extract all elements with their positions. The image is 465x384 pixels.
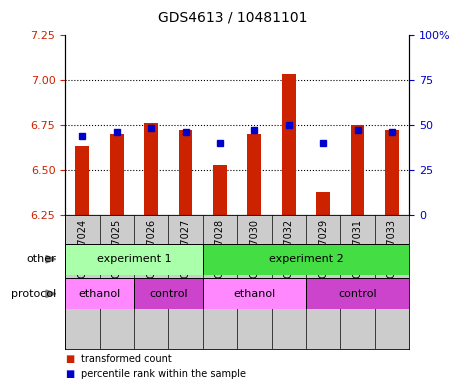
Bar bbox=[65, 278, 134, 309]
Bar bbox=[134, 278, 203, 309]
Text: other: other bbox=[26, 254, 56, 264]
Bar bbox=[213, 164, 227, 215]
Text: ■: ■ bbox=[65, 369, 74, 379]
Text: GSM847024: GSM847024 bbox=[77, 219, 87, 278]
Text: GSM847025: GSM847025 bbox=[112, 219, 122, 278]
Text: GSM847031: GSM847031 bbox=[352, 219, 363, 278]
Bar bbox=[203, 244, 409, 275]
Bar bbox=[282, 74, 296, 215]
Text: experiment 1: experiment 1 bbox=[97, 254, 171, 264]
Text: control: control bbox=[149, 289, 188, 299]
Text: GSM847033: GSM847033 bbox=[387, 219, 397, 278]
Bar bbox=[65, 244, 203, 275]
Bar bbox=[203, 278, 306, 309]
Text: protocol: protocol bbox=[11, 289, 56, 299]
Bar bbox=[75, 146, 89, 215]
Polygon shape bbox=[46, 255, 56, 263]
Bar bbox=[247, 134, 261, 215]
Text: transformed count: transformed count bbox=[81, 354, 172, 364]
Text: GSM847027: GSM847027 bbox=[180, 219, 191, 278]
Text: GDS4613 / 10481101: GDS4613 / 10481101 bbox=[158, 10, 307, 24]
Text: ethanol: ethanol bbox=[233, 289, 275, 299]
Bar bbox=[144, 123, 158, 215]
Bar bbox=[316, 192, 330, 215]
Text: percentile rank within the sample: percentile rank within the sample bbox=[81, 369, 246, 379]
Text: GSM847032: GSM847032 bbox=[284, 219, 294, 278]
Polygon shape bbox=[46, 290, 56, 298]
Bar bbox=[351, 125, 365, 215]
Text: GSM847029: GSM847029 bbox=[318, 219, 328, 278]
Bar bbox=[179, 130, 193, 215]
Text: ethanol: ethanol bbox=[79, 289, 120, 299]
Bar bbox=[385, 130, 399, 215]
Text: GSM847030: GSM847030 bbox=[249, 219, 259, 278]
Text: control: control bbox=[338, 289, 377, 299]
Bar bbox=[110, 134, 124, 215]
Bar bbox=[306, 278, 409, 309]
Text: GSM847026: GSM847026 bbox=[146, 219, 156, 278]
Text: GSM847028: GSM847028 bbox=[215, 219, 225, 278]
Text: ■: ■ bbox=[65, 354, 74, 364]
Text: experiment 2: experiment 2 bbox=[269, 254, 343, 264]
